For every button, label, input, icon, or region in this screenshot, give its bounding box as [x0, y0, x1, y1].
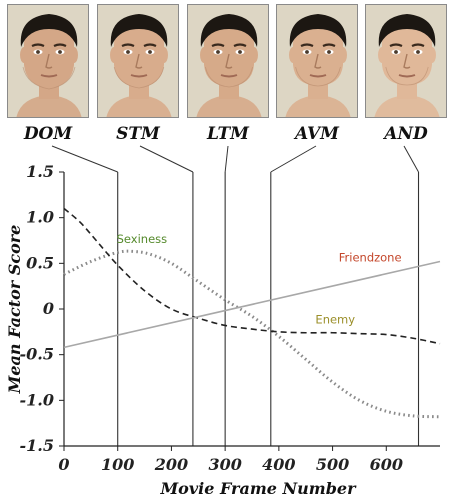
series-line-dashed	[63, 207, 441, 345]
connector-line-dom	[51, 145, 118, 173]
face-portrait-icon	[285, 14, 351, 117]
face-panel-dom	[7, 4, 89, 118]
y-tick-label: 1.5	[26, 162, 54, 181]
x-tick-label: 400	[262, 455, 295, 474]
face-panel-and	[365, 4, 447, 118]
connector-line-avm	[270, 145, 317, 173]
face-portrait-icon	[196, 14, 262, 117]
x-tick-label: 100	[101, 455, 134, 474]
face-portrait-icon	[106, 14, 172, 117]
x-tick-label: 200	[154, 455, 188, 474]
x-tick-label: 600	[370, 455, 403, 474]
y-tick-label: 1.0	[26, 208, 54, 227]
y-axis-title: Mean Factor Score	[5, 225, 24, 395]
face-panel-ltm	[187, 4, 269, 118]
connector-line-stm	[139, 145, 194, 173]
x-tick-label: 500	[316, 455, 349, 474]
y-tick-label: -1.5	[20, 436, 54, 455]
face-portrait-icon	[374, 14, 440, 117]
y-tick-label: -1.0	[20, 390, 54, 409]
annotation-friendzone: Friendzone	[339, 251, 402, 265]
connector-line-and	[403, 145, 419, 173]
face-label-dom: DOM	[23, 124, 73, 144]
face-label-ltm: LTM	[206, 124, 250, 144]
connector-line-ltm	[224, 145, 229, 173]
y-tick-label: 0.5	[26, 253, 54, 272]
x-axis-title: Movie Frame Number	[159, 479, 357, 498]
y-tick-label: -0.5	[20, 345, 54, 364]
face-label-avm: AVM	[295, 124, 339, 144]
face-label-and: AND	[384, 124, 428, 144]
face-panel-stm	[97, 4, 179, 118]
annotation-enemy: Enemy	[315, 313, 355, 327]
face-label-stm: STM	[116, 124, 160, 144]
face-portrait-icon	[16, 14, 82, 117]
face-panel-avm	[276, 4, 358, 118]
annotation-sexiness: Sexiness	[117, 232, 168, 246]
x-tick-label: 0	[58, 455, 69, 474]
x-tick-label: 300	[208, 455, 241, 474]
series-line-solid	[63, 260, 441, 349]
y-tick-label: 0	[43, 299, 54, 318]
